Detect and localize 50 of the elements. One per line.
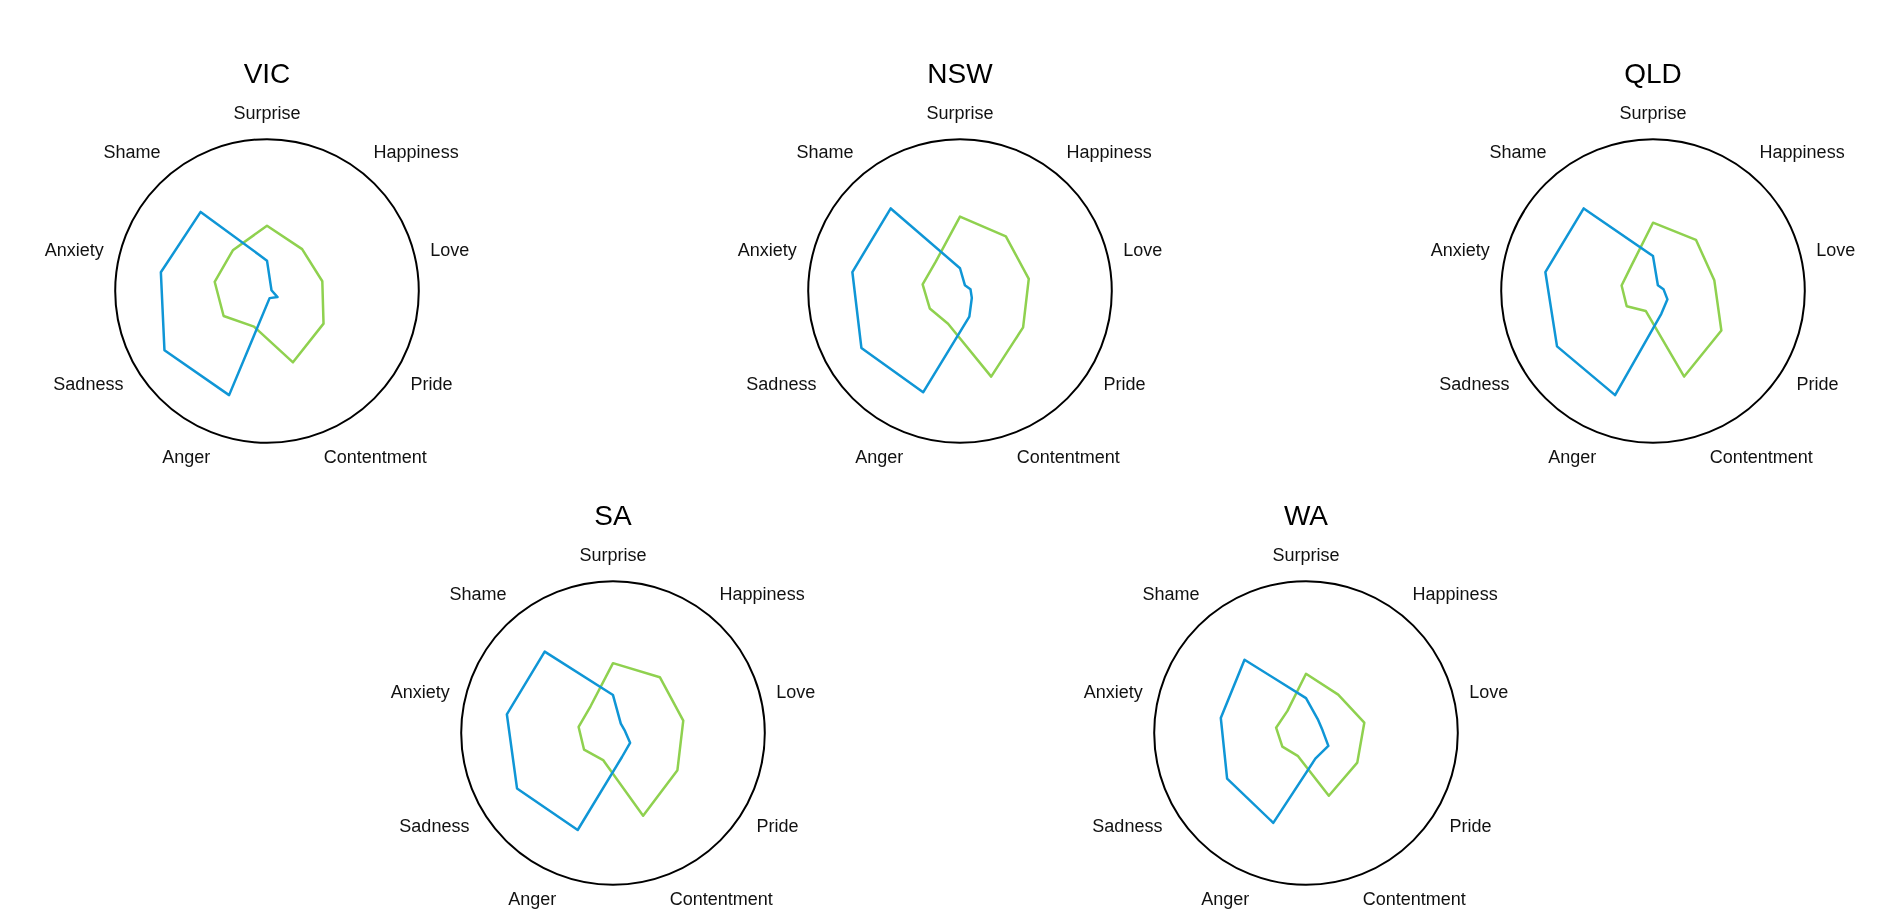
- spoke-label: Anxiety: [390, 682, 450, 703]
- spoke-label: Surprise: [1272, 545, 1340, 566]
- spoke-label: Sadness: [746, 373, 817, 394]
- spoke-label: Sadness: [1092, 815, 1163, 836]
- spoke-label: Anxiety: [1083, 682, 1143, 703]
- spoke-label: Love: [430, 240, 470, 261]
- spoke-label: Sadness: [1439, 373, 1510, 394]
- spoke-label: Happiness: [1759, 142, 1845, 163]
- chart-title: WA: [1283, 499, 1329, 531]
- spoke-label: Pride: [1449, 815, 1492, 836]
- spoke-label: Contentment: [669, 888, 773, 909]
- spoke-label: Anger: [162, 446, 211, 467]
- spoke-label: Love: [1123, 240, 1163, 261]
- spoke-label: Surprise: [579, 545, 647, 566]
- spoke-label: Surprise: [1619, 103, 1687, 124]
- spoke-label: Pride: [410, 373, 453, 394]
- spoke-label: Sadness: [399, 815, 470, 836]
- spoke-label: Happiness: [1066, 142, 1152, 163]
- spoke-label: Contentment: [323, 446, 427, 467]
- chart-title: QLD: [1624, 57, 1682, 89]
- spoke-label: Pride: [1103, 373, 1146, 394]
- spoke-label: Contentment: [1362, 888, 1466, 909]
- spoke-label: Anger: [1548, 446, 1597, 467]
- spoke-label: Shame: [1142, 584, 1200, 605]
- spoke-label: Love: [1816, 240, 1856, 261]
- spoke-label: Happiness: [719, 584, 805, 605]
- spoke-label: Anger: [1201, 888, 1250, 909]
- spoke-label: Anxiety: [1430, 240, 1490, 261]
- spoke-label: Happiness: [1412, 584, 1498, 605]
- spoke-label: Shame: [796, 142, 854, 163]
- spoke-label: Contentment: [1016, 446, 1120, 467]
- spoke-label: Anxiety: [44, 240, 104, 261]
- spoke-label: Pride: [756, 815, 799, 836]
- chart-title: VIC: [243, 57, 291, 89]
- spoke-label: Shame: [449, 584, 507, 605]
- spoke-label: Surprise: [926, 103, 994, 124]
- spoke-label: Shame: [103, 142, 161, 163]
- spoke-label: Shame: [1489, 142, 1547, 163]
- spoke-label: Anxiety: [737, 240, 797, 261]
- spoke-label: Surprise: [233, 103, 301, 124]
- spoke-label: Anger: [508, 888, 557, 909]
- spoke-label: Pride: [1796, 373, 1839, 394]
- spoke-label: Love: [776, 682, 816, 703]
- spoke-label: Love: [1469, 682, 1509, 703]
- chart-title: SA: [594, 499, 632, 531]
- spoke-label: Happiness: [373, 142, 459, 163]
- chart-title: NSW: [927, 57, 994, 89]
- spoke-label: Sadness: [53, 373, 124, 394]
- spoke-label: Anger: [855, 446, 904, 467]
- spoke-label: Contentment: [1709, 446, 1813, 467]
